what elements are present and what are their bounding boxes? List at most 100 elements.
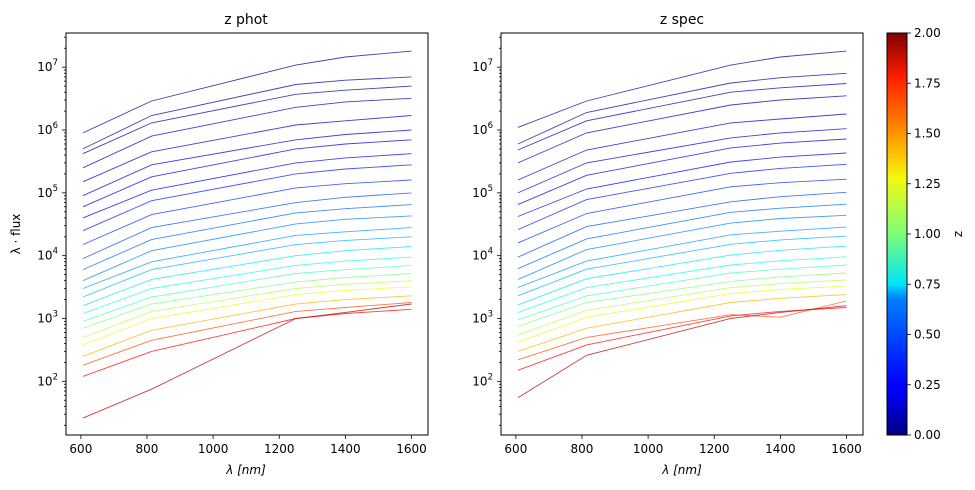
chart-title: z spec [660, 12, 704, 28]
series-line [82, 164, 412, 232]
series-line [82, 129, 412, 197]
colorbar-tick-label: 1.00 [914, 227, 941, 241]
series-line [517, 264, 847, 321]
colorbar-tick-label: 2.00 [914, 26, 941, 40]
colorbar-tick-label: 0.25 [914, 378, 941, 392]
series-line [517, 256, 847, 313]
series-line [517, 113, 847, 181]
x-tick-label: 800 [571, 442, 594, 456]
colorbar-tick-label: 1.25 [914, 177, 941, 191]
panel-z-spec: z spec 600 800 1000 1200 1400 1600 1021031041… [472, 12, 864, 477]
y-tick-label: 103 [37, 310, 58, 326]
series-line [82, 76, 412, 150]
series-line [517, 152, 847, 217]
y-tick-label: 104 [37, 247, 58, 263]
x-tick-label: 600 [69, 442, 92, 456]
panel-z-phot: z phot 600 800 1000 1200 1400 1600 1021031041… [9, 12, 429, 477]
colorbar-tick-label: 1.75 [914, 76, 941, 90]
series-line [82, 179, 412, 246]
colorbar-tick-label: 0.75 [914, 277, 941, 291]
x-axis-label: λ [nm] [661, 463, 702, 477]
colorbar-tick-label: 0.00 [914, 428, 941, 442]
series-line [82, 85, 412, 155]
series-line [82, 273, 412, 329]
series-line [82, 280, 412, 338]
y-tick-label: 104 [472, 247, 493, 263]
x-tick-label: 1000 [633, 442, 664, 456]
series-line [517, 245, 847, 306]
colorbar-tick-label: 1.50 [914, 127, 941, 141]
series-line [82, 256, 412, 314]
series-line [517, 285, 847, 343]
series-line [517, 138, 847, 206]
series-line [517, 203, 847, 270]
x-axis-label: λ [nm] [225, 463, 266, 477]
series-line [82, 303, 412, 419]
series-line [82, 139, 412, 208]
series-line [517, 191, 847, 258]
series-line [517, 50, 847, 128]
y-tick-label: 102 [37, 372, 58, 388]
series-line [517, 95, 847, 164]
x-tick-label: 1000 [198, 442, 229, 456]
x-tick-label: 1600 [831, 442, 862, 456]
y-tick-label: 107 [472, 58, 493, 74]
y-tick-label: 105 [37, 184, 58, 200]
series-line [517, 272, 847, 327]
series-line [82, 264, 412, 322]
series-line [82, 115, 412, 183]
series-lines [82, 50, 412, 419]
series-line [517, 178, 847, 244]
colorbar-tick-label: 0.50 [914, 328, 941, 342]
series-line [517, 226, 847, 289]
y-tick-label: 106 [37, 121, 58, 137]
series-line [82, 153, 412, 219]
x-tick-label: 1600 [396, 442, 427, 456]
plot-frame [500, 32, 864, 436]
x-tick-label: 1400 [765, 442, 796, 456]
series-line [517, 235, 847, 297]
x-tick-label: 1200 [264, 442, 295, 456]
series-line [517, 214, 847, 280]
colorbar-label: z [951, 231, 965, 237]
colorbar: 0.00 0.25 0.50 0.75 1.00 1.25 1.50 1.75 2.00 z [886, 26, 965, 442]
series-line [82, 246, 412, 307]
series-line [82, 97, 412, 169]
colorbar-ticks: 0.00 0.25 0.50 0.75 1.00 1.25 1.50 1.75 2.00 [907, 26, 941, 442]
y-tick-label: 106 [472, 121, 493, 137]
y-axis-label: λ · flux [9, 214, 23, 255]
series-line [82, 286, 412, 346]
plot-frame [65, 32, 429, 436]
x-tick-label: 1200 [699, 442, 730, 456]
series-line [517, 163, 847, 231]
y-tick-label: 107 [37, 58, 58, 74]
series-line [517, 294, 847, 352]
series-line [82, 295, 412, 357]
series-line [517, 83, 847, 151]
x-tick-label: 800 [136, 442, 159, 456]
series-line [517, 128, 847, 194]
colorbar-gradient [887, 33, 907, 435]
series-line [517, 279, 847, 336]
y-tick-label: 103 [472, 310, 493, 326]
series-line [82, 192, 412, 260]
series-line [82, 302, 412, 366]
x-axis-ticks: 600 800 1000 1200 1400 1600 [504, 435, 862, 456]
series-lines [517, 50, 847, 399]
series-line [82, 227, 412, 289]
y-axis-ticks: 102 103 104 105 106 107 [472, 36, 501, 426]
series-line [82, 204, 412, 271]
chart-title: z phot [224, 12, 268, 28]
y-tick-label: 105 [472, 184, 493, 200]
series-line [82, 215, 412, 282]
x-tick-label: 1400 [330, 442, 361, 456]
y-axis-ticks: 102 103 104 105 106 107 [37, 36, 66, 426]
x-tick-label: 600 [504, 442, 527, 456]
y-tick-label: 102 [472, 372, 493, 388]
series-line [82, 50, 412, 134]
series-line [82, 236, 412, 298]
series-line [517, 72, 847, 145]
series-line [517, 300, 847, 361]
series-line [82, 308, 412, 377]
